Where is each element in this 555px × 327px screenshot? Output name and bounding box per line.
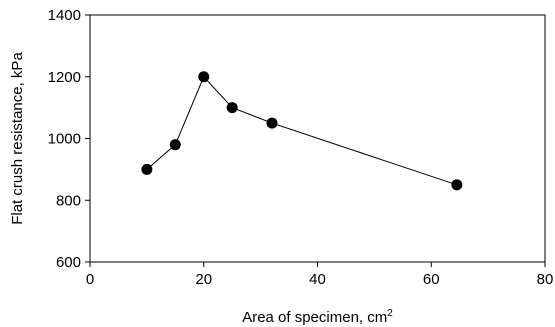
series-layer <box>141 71 463 191</box>
x-tick-label: 20 <box>195 271 212 288</box>
y-tick-label: 1200 <box>48 69 81 86</box>
series-line <box>146 75 458 186</box>
data-point <box>169 139 181 151</box>
x-tick-label: 0 <box>86 271 94 288</box>
data-point <box>266 117 278 129</box>
data-point <box>226 102 238 114</box>
y-tick-label: 800 <box>56 192 81 209</box>
data-point <box>451 179 463 191</box>
x-axis: 0 20 40 60 80 <box>86 262 554 288</box>
x-tick-label: 40 <box>309 271 326 288</box>
y-tick-label: 1000 <box>48 131 81 148</box>
x-tick-label: 80 <box>537 271 554 288</box>
y-axis: 600 800 1000 1200 1400 <box>48 7 90 271</box>
data-point <box>198 71 210 83</box>
y-axis-title: Flat crush resistance, kPa <box>9 52 26 225</box>
x-axis-title: Area of specimen, cm2 <box>242 308 393 326</box>
data-point <box>141 163 153 175</box>
x-axis-title-superscript: 2 <box>387 308 393 319</box>
y-tick-label: 1400 <box>48 7 81 24</box>
x-tick-label: 60 <box>423 271 440 288</box>
y-tick-label: 600 <box>56 254 81 271</box>
x-axis-title-text: Area of specimen, cm <box>242 309 387 326</box>
